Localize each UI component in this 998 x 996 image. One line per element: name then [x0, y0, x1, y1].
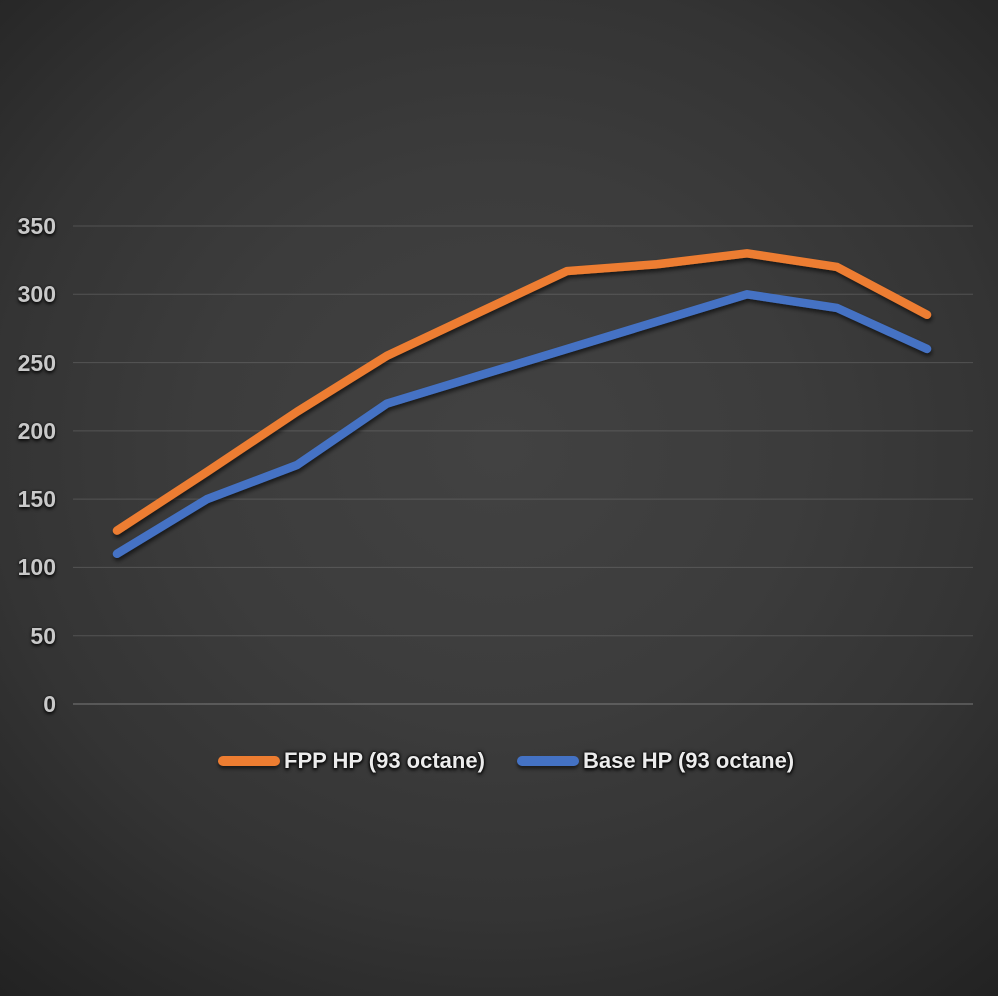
y-axis-tick-label-150: 150	[17, 486, 56, 513]
series-line-base-hp-93-octane	[112, 290, 932, 559]
legend-item-fpp-hp: FPP HP (93 octane)	[218, 746, 485, 776]
y-axis-tick-label-0: 0	[43, 691, 56, 717]
legend-swatch-fpp-icon	[218, 756, 280, 766]
y-axis-tick-label-300: 300	[17, 281, 56, 308]
legend-item-base-hp: Base HP (93 octane)	[517, 746, 794, 776]
y-axis-tick-label-350: 350	[17, 213, 56, 239]
y-axis-tick-label-100: 100	[17, 554, 56, 581]
y-axis-tick-label-50: 50	[30, 622, 56, 649]
legend: FPP HP (93 octane) Base HP (93 octane)	[0, 746, 998, 776]
y-axis-tick-label-250: 250	[17, 349, 56, 376]
series-lines	[112, 249, 932, 559]
series-line-fpp-hp-93-octane	[112, 249, 932, 535]
y-axis-tick-label-200: 200	[17, 417, 56, 444]
legend-swatch-base-icon	[517, 756, 579, 766]
legend-label-base-hp: Base HP (93 octane)	[583, 748, 795, 773]
gridlines	[73, 225, 973, 705]
legend-label-fpp-hp: FPP HP (93 octane)	[284, 748, 485, 773]
